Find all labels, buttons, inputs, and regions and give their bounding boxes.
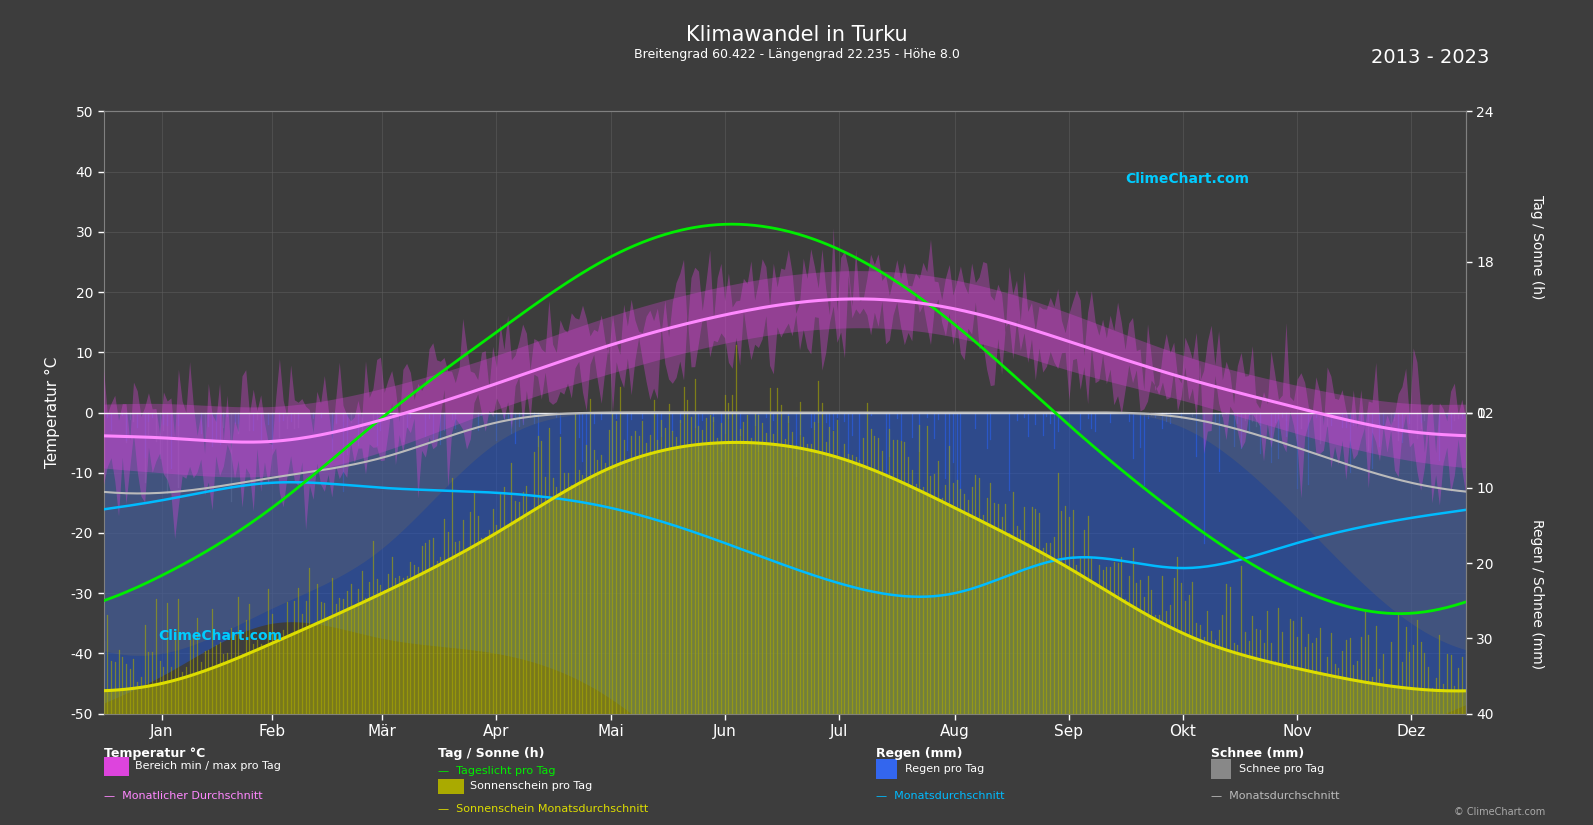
- Text: Tag / Sonne (h): Tag / Sonne (h): [1531, 196, 1544, 299]
- Text: —  Tageslicht pro Tag: — Tageslicht pro Tag: [438, 766, 556, 776]
- Text: —  Monatsdurchschnitt: — Monatsdurchschnitt: [876, 791, 1005, 801]
- Text: Schnee (mm): Schnee (mm): [1211, 747, 1305, 760]
- Text: Sonnenschein pro Tag: Sonnenschein pro Tag: [470, 781, 593, 791]
- Y-axis label: Temperatur °C: Temperatur °C: [45, 356, 59, 469]
- Text: Tag / Sonne (h): Tag / Sonne (h): [438, 747, 545, 760]
- Text: Regen pro Tag: Regen pro Tag: [905, 764, 984, 774]
- Text: © ClimeChart.com: © ClimeChart.com: [1454, 807, 1545, 817]
- Text: Bereich min / max pro Tag: Bereich min / max pro Tag: [135, 761, 282, 771]
- Text: ClimeChart.com: ClimeChart.com: [158, 629, 282, 644]
- Text: 2013 - 2023: 2013 - 2023: [1372, 48, 1489, 67]
- Text: Schnee pro Tag: Schnee pro Tag: [1239, 764, 1325, 774]
- Text: ClimeChart.com: ClimeChart.com: [1125, 172, 1249, 186]
- Text: Regen (mm): Regen (mm): [876, 747, 962, 760]
- Text: —  Sonnenschein Monatsdurchschnitt: — Sonnenschein Monatsdurchschnitt: [438, 804, 648, 813]
- Text: Temperatur °C: Temperatur °C: [104, 747, 205, 760]
- Text: Breitengrad 60.422 - Längengrad 22.235 - Höhe 8.0: Breitengrad 60.422 - Längengrad 22.235 -…: [634, 48, 959, 61]
- Text: Klimawandel in Turku: Klimawandel in Turku: [685, 25, 908, 45]
- Text: Regen / Schnee (mm): Regen / Schnee (mm): [1531, 519, 1544, 669]
- Text: —  Monatsdurchschnitt: — Monatsdurchschnitt: [1211, 791, 1340, 801]
- Text: —  Monatlicher Durchschnitt: — Monatlicher Durchschnitt: [104, 791, 263, 801]
